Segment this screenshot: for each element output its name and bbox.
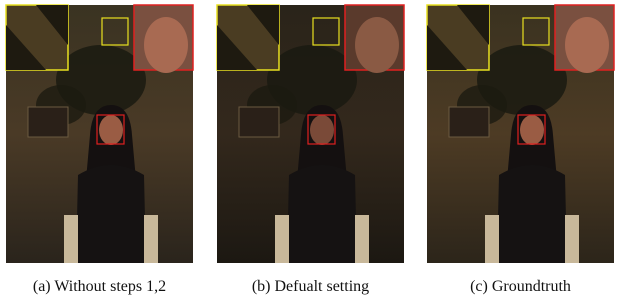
wall-frame <box>449 107 489 137</box>
person-arm <box>355 215 369 263</box>
person-arm <box>64 215 78 263</box>
person-body <box>287 165 357 263</box>
photo-panel <box>427 5 614 263</box>
person-arm <box>144 215 158 263</box>
person-body <box>76 165 146 263</box>
person-face <box>310 115 334 145</box>
wall-frame <box>239 107 279 137</box>
person-arm <box>485 215 499 263</box>
caption: (b) Defualt setting <box>252 278 369 295</box>
photo-panel <box>217 5 404 263</box>
zoom-face <box>144 17 188 73</box>
person-arm <box>275 215 289 263</box>
photo-panel <box>6 5 193 263</box>
person-body <box>497 165 567 263</box>
person-arm <box>565 215 579 263</box>
figure: (a) Without steps 1,2 (b) Defualt setting… <box>0 0 618 300</box>
person-face <box>99 115 123 145</box>
wall-frame <box>28 107 68 137</box>
zoom-face <box>355 17 399 73</box>
caption: (a) Without steps 1,2 <box>33 278 166 295</box>
zoom-face <box>565 17 609 73</box>
person-face <box>520 115 544 145</box>
page: {"panels": [ {"caption": "(a) Without st… <box>0 0 618 300</box>
caption: (c) Groundtruth <box>470 278 571 295</box>
